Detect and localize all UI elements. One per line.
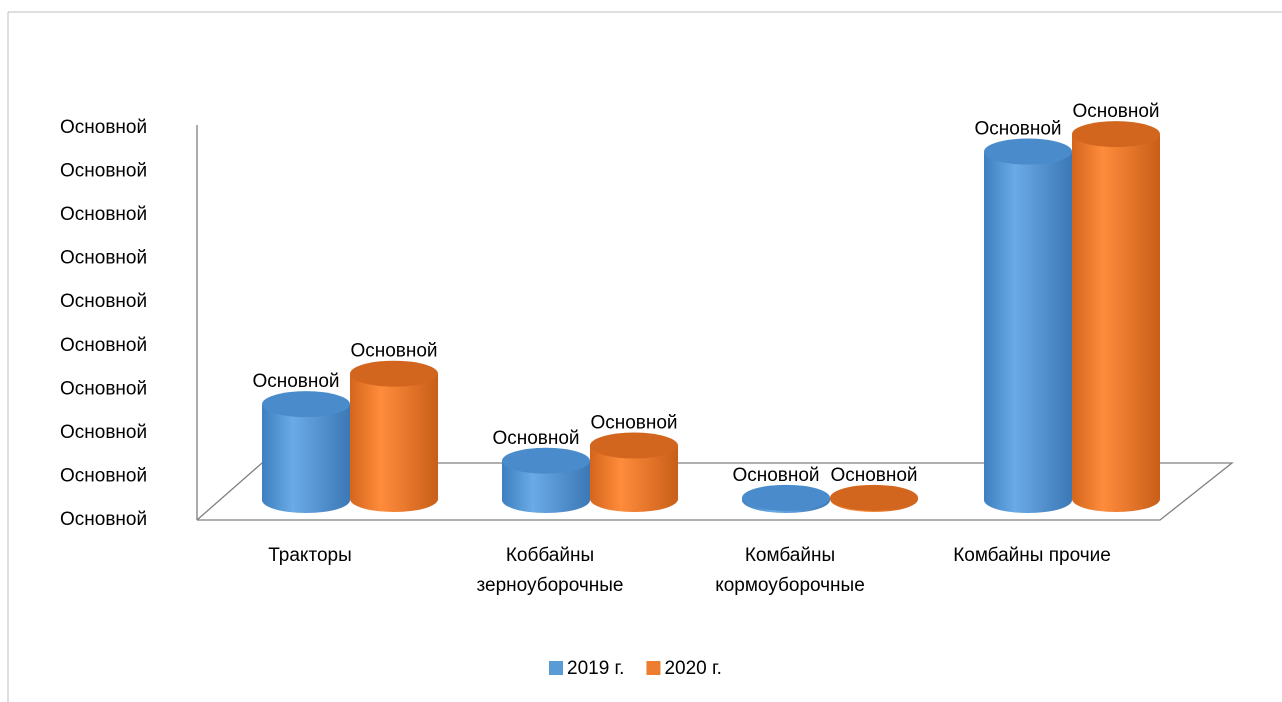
legend-label: 2020 г. (664, 658, 721, 679)
y-tick-label: Основной (60, 117, 147, 138)
data-label: Основной (830, 465, 917, 486)
y-tick-label: Основной (60, 204, 147, 225)
y-tick-label: Основной (60, 509, 147, 530)
y-tick-label: Основной (60, 291, 147, 312)
data-label: Основной (252, 371, 339, 392)
bar-top (830, 484, 918, 511)
floor (196, 125, 1234, 521)
bar-top (502, 447, 590, 474)
data-label: Основной (492, 428, 579, 449)
x-tick-label: Коббайны зерноуборочные (477, 545, 624, 596)
bar-top (1072, 121, 1160, 148)
bar-top (350, 360, 438, 387)
bar (984, 138, 1072, 514)
legend-label: 2019 г. (567, 658, 624, 679)
bar-top (590, 432, 678, 459)
bar (350, 360, 438, 512)
legend-swatch (646, 661, 661, 675)
bar (830, 484, 918, 512)
bar-body (502, 460, 590, 513)
data-label: Основной (590, 413, 677, 434)
bar-body (590, 445, 678, 512)
legend-swatch (549, 661, 563, 675)
y-tick-label: Основной (60, 248, 147, 269)
bar (502, 447, 590, 513)
bar (1072, 121, 1160, 512)
y-tick-label: Основной (60, 422, 147, 443)
bar-top (984, 138, 1072, 165)
x-tick-label: Комбайны прочие (953, 545, 1111, 566)
bar-body (984, 151, 1072, 514)
bar-top (262, 391, 350, 418)
bar-body (350, 373, 438, 512)
x-tick-label: Тракторы (268, 545, 351, 566)
y-tick-label: Основной (60, 378, 147, 399)
bar-body (1072, 134, 1160, 512)
data-label: Основной (974, 119, 1061, 140)
data-label: Основной (350, 341, 437, 362)
bar-top (742, 484, 830, 511)
data-label: Основной (1072, 101, 1159, 122)
bar-body (262, 404, 350, 513)
bar (262, 391, 350, 513)
bar (742, 484, 830, 513)
y-tick-label: Основной (60, 161, 147, 182)
x-tick-label: Комбайны кормоуборочные (715, 545, 865, 596)
data-label: Основной (732, 465, 819, 486)
bar (590, 432, 678, 512)
y-tick-label: Основной (60, 465, 147, 486)
y-tick-label: Основной (60, 335, 147, 356)
